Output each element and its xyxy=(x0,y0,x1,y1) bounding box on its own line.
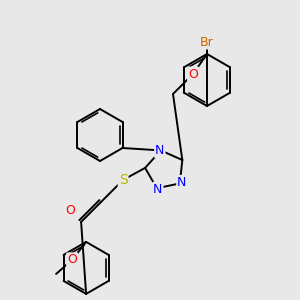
Text: N: N xyxy=(177,176,187,189)
Text: N: N xyxy=(153,183,163,196)
Text: O: O xyxy=(188,68,198,80)
Text: S: S xyxy=(119,173,128,187)
Text: Br: Br xyxy=(200,35,214,49)
Text: O: O xyxy=(65,204,75,217)
Text: N: N xyxy=(155,144,164,157)
Text: O: O xyxy=(67,254,77,266)
